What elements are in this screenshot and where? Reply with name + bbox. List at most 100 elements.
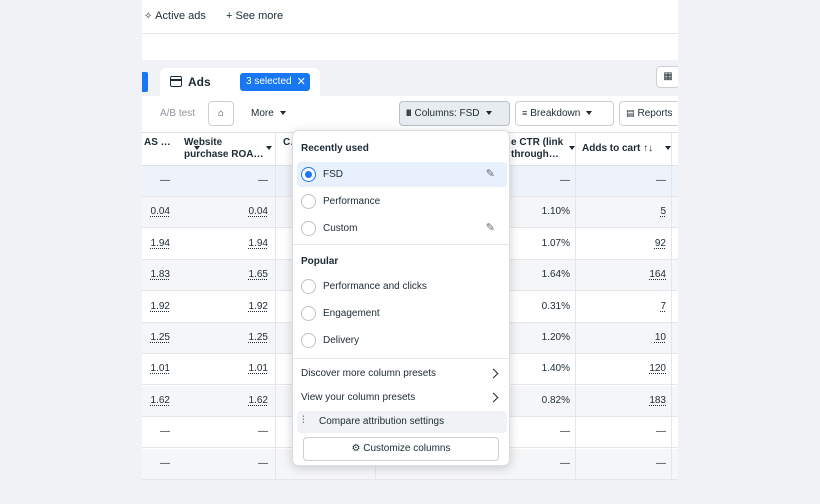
see-more-link[interactable]: + See more bbox=[226, 10, 284, 22]
radio-icon[interactable] bbox=[301, 333, 316, 348]
sort-caret-icon[interactable] bbox=[665, 146, 671, 150]
table-cell: — bbox=[656, 175, 666, 186]
preset-delivery[interactable]: Delivery bbox=[297, 328, 507, 353]
preset-engagement[interactable]: Engagement bbox=[297, 301, 507, 326]
columns-button[interactable]: III Columns: FSD bbox=[399, 101, 510, 126]
table-cell: 1.94 bbox=[150, 237, 170, 249]
table-cell: 1.10% bbox=[541, 206, 570, 218]
preset-fsd[interactable]: FSD ✎ bbox=[297, 162, 507, 187]
chevron-down-icon bbox=[279, 111, 286, 116]
edit-pencil-icon[interactable]: ✎ bbox=[485, 222, 495, 234]
column-header-website-purchase-roas[interactable]: Website purchase ROA… bbox=[184, 137, 272, 161]
table-cell: 0.31% bbox=[541, 300, 570, 312]
sort-caret-icon[interactable] bbox=[266, 146, 272, 150]
table-cell: — bbox=[656, 457, 666, 469]
table-cell: — bbox=[160, 175, 170, 186]
table-cell: — bbox=[656, 426, 666, 438]
column-divider bbox=[575, 132, 576, 480]
table-cell: 7 bbox=[660, 300, 666, 312]
table-cell: 1.20% bbox=[541, 332, 570, 343]
table-cell: 0.04 bbox=[248, 206, 268, 218]
gear-icon: ⚙ bbox=[351, 443, 361, 454]
top-tab-bar: ✧ Active ads + See more bbox=[142, 0, 678, 34]
table-cell: 1.62 bbox=[248, 394, 268, 406]
discover-presets-link[interactable]: Discover more column presets bbox=[297, 362, 507, 386]
active-ads-tab[interactable]: ✧ Active ads bbox=[144, 10, 206, 22]
menu-divider bbox=[293, 244, 509, 245]
level-tabs-row: Ads 3 selected ✕ bbox=[142, 60, 678, 96]
popular-heading: Popular bbox=[301, 256, 339, 267]
table-cell: 1.92 bbox=[248, 300, 268, 312]
menu-divider bbox=[293, 358, 509, 359]
reports-icon: ▤ bbox=[626, 108, 634, 118]
radio-icon[interactable] bbox=[301, 221, 316, 236]
active-ads-icon: ✧ bbox=[144, 11, 156, 22]
table-cell: 1.01 bbox=[248, 363, 268, 375]
table-cell: 1.07% bbox=[541, 237, 570, 249]
clear-selection-icon[interactable]: ✕ bbox=[296, 76, 306, 88]
table-cell: 1.65 bbox=[248, 269, 268, 281]
columns-icon: III bbox=[406, 108, 411, 118]
preset-custom[interactable]: Custom ✎ bbox=[297, 216, 507, 241]
sort-caret-icon[interactable] bbox=[194, 146, 200, 150]
radio-icon[interactable] bbox=[301, 194, 316, 209]
chevron-right-icon bbox=[488, 392, 499, 403]
columns-dropdown-menu: Recently used FSD ✎ Performance Custom ✎… bbox=[292, 130, 510, 466]
table-cell: 0.04 bbox=[150, 206, 170, 218]
customize-columns-button[interactable]: ⚙ Customize columns bbox=[303, 437, 499, 461]
breakdown-icon: ≡ bbox=[522, 108, 527, 118]
table-cell: 1.64% bbox=[541, 269, 570, 281]
table-toolbar: A/B test ⌂ More III Columns: FSD ≡ Breakdo… bbox=[142, 96, 678, 132]
table-cell: — bbox=[160, 457, 170, 469]
ads-manager-canvas: ✧ Active ads + See more Ads 3 selected ✕… bbox=[142, 0, 678, 480]
chevron-right-icon bbox=[488, 368, 499, 379]
radio-icon[interactable] bbox=[301, 279, 316, 294]
preset-performance-and-clicks[interactable]: Performance and clicks bbox=[297, 274, 507, 299]
table-cell: — bbox=[560, 175, 570, 186]
chevron-down-icon bbox=[586, 111, 593, 116]
table-cell: 1.92 bbox=[150, 300, 170, 312]
tag-button[interactable]: ⌂ bbox=[208, 101, 234, 126]
compare-attribution-button[interactable]: ⫶ Compare attribution settings bbox=[297, 411, 507, 433]
table-cell: 10 bbox=[654, 332, 666, 343]
header-band bbox=[142, 34, 678, 60]
recently-used-heading: Recently used bbox=[301, 143, 369, 154]
table-cell: 0.82% bbox=[541, 394, 570, 406]
column-divider bbox=[275, 132, 276, 480]
column-header-adds-to-cart[interactable]: Adds to cart ↑↓ bbox=[582, 143, 672, 155]
more-button[interactable]: More bbox=[244, 101, 294, 126]
radio-icon[interactable] bbox=[301, 306, 316, 321]
reports-button[interactable]: ▤ Reports bbox=[619, 101, 678, 126]
radio-selected-icon[interactable] bbox=[301, 167, 316, 182]
column-header-unique-ctr[interactable]: e CTR (link through… bbox=[511, 137, 575, 161]
breakdown-button[interactable]: ≡ Breakdown bbox=[515, 101, 614, 126]
edit-pencil-icon[interactable]: ✎ bbox=[485, 168, 495, 180]
chevron-down-icon bbox=[485, 111, 492, 116]
column-header-ctr[interactable]: C… bbox=[283, 137, 299, 148]
table-cell: — bbox=[160, 426, 170, 438]
table-cell: 1.94 bbox=[248, 237, 268, 249]
ab-test-button[interactable]: A/B test bbox=[142, 101, 202, 126]
previous-tab-indicator[interactable] bbox=[142, 72, 148, 92]
table-cell: — bbox=[258, 175, 268, 186]
table-cell: — bbox=[560, 426, 570, 438]
table-cell: 1.83 bbox=[150, 269, 170, 281]
table-cell: 1.62 bbox=[150, 394, 170, 406]
sort-caret-icon[interactable] bbox=[569, 146, 575, 150]
table-cell: 5 bbox=[660, 206, 666, 218]
column-divider bbox=[671, 132, 672, 480]
view-presets-link[interactable]: View your column presets bbox=[297, 386, 507, 410]
tab-ads[interactable]: Ads 3 selected ✕ bbox=[160, 68, 320, 96]
compare-icon: ⫶ bbox=[302, 415, 305, 426]
view-toggle-icon[interactable]: ▦ bbox=[656, 66, 678, 88]
table-cell: 1.40% bbox=[541, 363, 570, 375]
table-cell: 120 bbox=[649, 363, 666, 375]
table-cell: — bbox=[560, 457, 570, 469]
table-cell: 1.01 bbox=[150, 363, 170, 375]
selected-count-badge[interactable]: 3 selected ✕ bbox=[240, 73, 310, 91]
column-header-roas[interactable]: AS … bbox=[144, 137, 200, 150]
table-cell: 1.25 bbox=[248, 332, 268, 343]
preset-performance[interactable]: Performance bbox=[297, 189, 507, 214]
ads-tab-icon bbox=[170, 76, 182, 87]
table-cell: 164 bbox=[649, 269, 666, 281]
